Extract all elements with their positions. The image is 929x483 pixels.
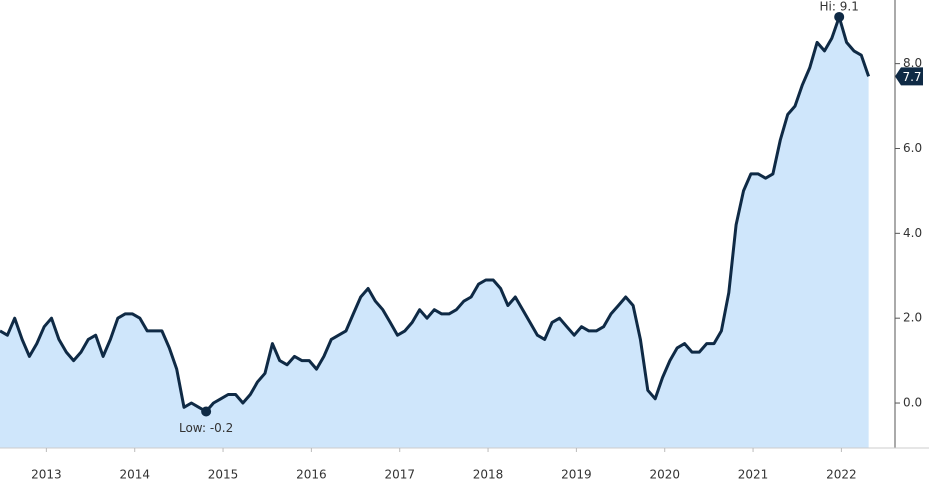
y-tick-label: 0.0 xyxy=(903,396,922,410)
line xyxy=(0,15,871,413)
y-tick-label: 4.0 xyxy=(903,226,922,240)
x-tick-label: 2014 xyxy=(119,468,150,482)
last-value-box xyxy=(895,67,923,86)
x-tick-label: 2022 xyxy=(826,468,857,482)
high-label: Hi: 9.1 xyxy=(820,0,859,13)
x-tick-label: 2017 xyxy=(384,468,415,482)
x-tick-label: 2020 xyxy=(649,468,680,482)
low-label: Low: -0.2 xyxy=(179,421,233,435)
x-tick-label: 2021 xyxy=(738,468,769,482)
x-tick-label: 2013 xyxy=(31,468,62,482)
last-value-label: 7.7 xyxy=(902,70,921,84)
x-tick-label: 2018 xyxy=(473,468,504,482)
area-fill xyxy=(0,17,869,448)
low-marker xyxy=(201,406,212,417)
x-tick-label: 2015 xyxy=(208,468,239,482)
y-tick-label: 2.0 xyxy=(903,311,922,325)
y-tick-label: 6.0 xyxy=(903,141,922,155)
y-tick-label: 8.0 xyxy=(903,56,922,70)
high-marker xyxy=(834,11,845,22)
x-tick-label: 2019 xyxy=(561,468,592,482)
x-tick-label: 2016 xyxy=(296,468,327,482)
